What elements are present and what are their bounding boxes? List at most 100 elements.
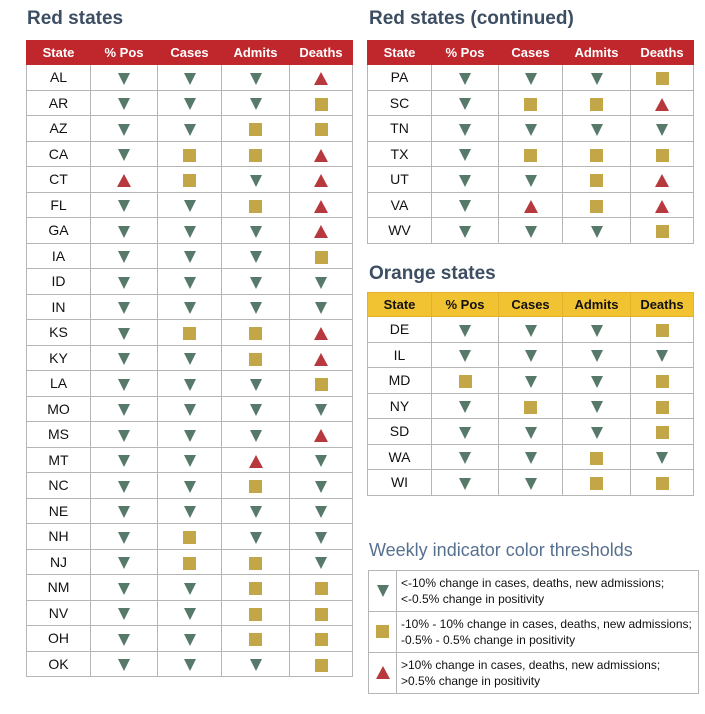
cases-indicator-cell [157,421,222,448]
cases-indicator-cell [157,497,222,524]
admits-indicator-cell [221,242,290,269]
deaths-indicator-cell [289,472,353,499]
state-cell: WI [367,469,432,496]
deaths-indicator-cell [289,268,353,295]
down-triangle-icon [249,72,262,85]
cases-indicator-cell [157,523,222,550]
cases-indicator-cell [157,293,222,320]
percent-positive-indicator-cell [90,319,158,346]
percent-positive-indicator-cell [90,650,158,677]
percent-positive-indicator-cell [90,140,158,167]
column-header: State [26,40,91,65]
deaths-indicator-cell [289,370,353,397]
square-icon [590,174,603,188]
down-triangle-icon [183,200,196,213]
down-triangle-icon [524,324,537,337]
cases-indicator-cell [157,115,222,142]
down-triangle-icon [590,123,603,136]
column-header: Cases [498,40,563,65]
down-triangle-icon [183,429,196,442]
down-triangle-icon [118,98,130,111]
table-row: LA [26,370,353,397]
down-triangle-icon [524,426,537,439]
down-triangle-icon [118,276,130,289]
table-row: IN [26,293,353,320]
legend-row: <-10% change in cases, deaths, new admis… [368,570,699,612]
deaths-indicator-cell [289,140,353,167]
state-cell: AZ [26,115,91,142]
deaths-indicator-cell [630,443,694,470]
down-triangle-icon [183,582,196,595]
table-row: PA [367,64,694,91]
state-cell: VA [367,191,432,218]
down-triangle-icon [249,506,262,519]
down-triangle-icon [376,584,389,597]
deaths-indicator-cell [630,367,694,394]
table-row: TN [367,115,694,142]
square-icon [314,658,328,672]
down-triangle-icon [118,506,130,519]
state-cell: IL [367,341,432,368]
square-icon [249,480,262,494]
up-triangle-icon [314,174,328,188]
column-header: Admits [562,292,631,317]
percent-positive-indicator-cell [90,421,158,448]
admits-indicator-cell [221,497,290,524]
square-icon [376,625,389,639]
percent-positive-indicator-cell [90,574,158,601]
down-triangle-icon [249,225,262,238]
admits-indicator-cell [221,64,290,91]
down-triangle-icon [590,324,603,337]
down-triangle-icon [183,123,196,136]
cases-indicator-cell [157,344,222,371]
admits-indicator-cell [221,217,290,244]
percent-positive-indicator-cell [90,548,158,575]
cases-indicator-cell [498,166,563,193]
deaths-indicator-cell [630,191,694,218]
down-triangle-icon [459,149,471,162]
square-icon [655,148,669,162]
down-triangle-icon [183,378,196,391]
admits-indicator-cell [221,268,290,295]
cases-indicator-cell [157,395,222,422]
square-icon [655,400,669,414]
cases-indicator-cell [498,64,563,91]
percent-positive-indicator-cell [90,344,158,371]
percent-positive-indicator-cell [90,166,158,193]
deaths-indicator-cell [630,166,694,193]
admits-indicator-cell [221,395,290,422]
square-icon [314,123,328,137]
deaths-indicator-cell [630,341,694,368]
square-icon [655,324,669,338]
admits-indicator-cell [221,599,290,626]
state-cell: AL [26,64,91,91]
down-triangle-icon [183,480,196,493]
cases-indicator-cell [157,370,222,397]
state-cell: NC [26,472,91,499]
up-triangle-icon [314,72,328,86]
down-triangle-icon [249,302,262,315]
down-triangle-icon [118,455,130,468]
down-triangle-icon [524,350,537,363]
down-triangle-icon [459,123,471,136]
deaths-indicator-cell [630,140,694,167]
up-triangle-icon [248,454,263,468]
down-triangle-icon [118,378,130,391]
state-cell: CA [26,140,91,167]
admits-indicator-cell [221,319,290,346]
deaths-indicator-cell [289,599,353,626]
up-triangle-icon [117,174,131,188]
square-icon [314,378,328,392]
down-triangle-icon [524,72,537,85]
up-triangle-icon [655,174,669,188]
admits-indicator-cell [221,370,290,397]
square-icon [249,148,262,162]
legend-text: <-10% change in cases, deaths, new admis… [396,570,699,612]
table-row: IL [367,341,694,368]
state-cell: NM [26,574,91,601]
admits-indicator-cell [562,443,631,470]
up-triangle-icon [314,429,328,443]
column-header: % Pos [90,40,158,65]
down-triangle-icon [118,480,130,493]
square-icon [183,174,196,188]
